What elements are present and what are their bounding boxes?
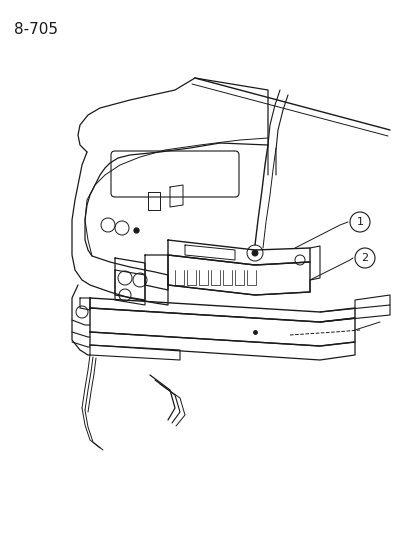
Text: 2: 2	[361, 253, 368, 263]
Circle shape	[354, 248, 374, 268]
Text: 8-705: 8-705	[14, 22, 58, 37]
Text: 1: 1	[356, 217, 363, 227]
Circle shape	[349, 212, 369, 232]
Circle shape	[252, 250, 257, 256]
